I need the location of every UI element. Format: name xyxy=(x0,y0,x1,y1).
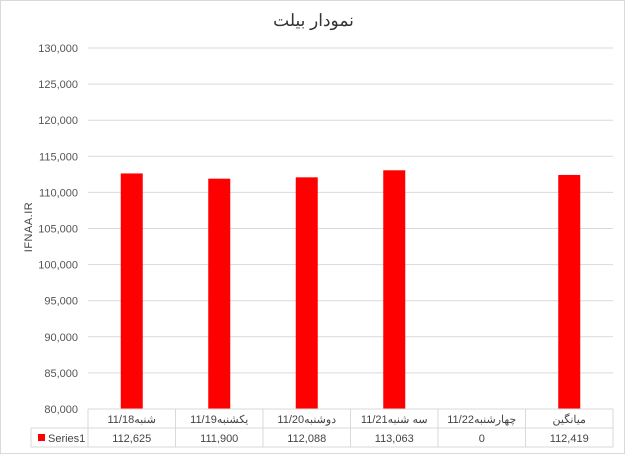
y-tick-label: 125,000 xyxy=(38,79,78,91)
category-label: سه شنبه11/21 xyxy=(361,414,428,426)
bar xyxy=(120,173,143,409)
data-label: 112,088 xyxy=(287,433,326,445)
data-label: 113,063 xyxy=(375,433,414,445)
bar xyxy=(295,177,318,409)
chart-title: نمودار بیلت xyxy=(273,11,354,30)
legend-series-name: Series1 xyxy=(48,433,85,445)
data-label: 112,419 xyxy=(550,433,589,445)
data-label: 111,900 xyxy=(200,433,238,445)
category-label: چهارشنبه11/22 xyxy=(447,414,516,426)
category-label: شنبه11/18 xyxy=(108,414,156,426)
data-label: 0 xyxy=(479,433,485,445)
y-tick-label: 120,000 xyxy=(38,115,78,127)
y-tick-label: 110,000 xyxy=(39,187,78,199)
y-tick-label: 105,000 xyxy=(38,224,78,236)
y-tick-label: 100,000 xyxy=(38,260,78,272)
bar xyxy=(383,170,406,409)
y-tick-label: 130,000 xyxy=(38,43,78,55)
category-label: یکشنبه11/19 xyxy=(190,414,248,426)
y-tick-label: 115,000 xyxy=(39,151,78,163)
category-label: دوشنبه11/20 xyxy=(277,414,336,426)
y-tick-label: 90,000 xyxy=(44,332,78,344)
bar xyxy=(558,174,581,409)
bar xyxy=(208,178,231,409)
data-label: 112,625 xyxy=(112,433,151,445)
category-label: میانگین xyxy=(553,413,587,426)
y-tick-label: 80,000 xyxy=(44,404,78,416)
legend-swatch xyxy=(38,434,45,441)
y-tick-label: 95,000 xyxy=(44,296,78,308)
y-tick-label: 85,000 xyxy=(44,368,78,380)
